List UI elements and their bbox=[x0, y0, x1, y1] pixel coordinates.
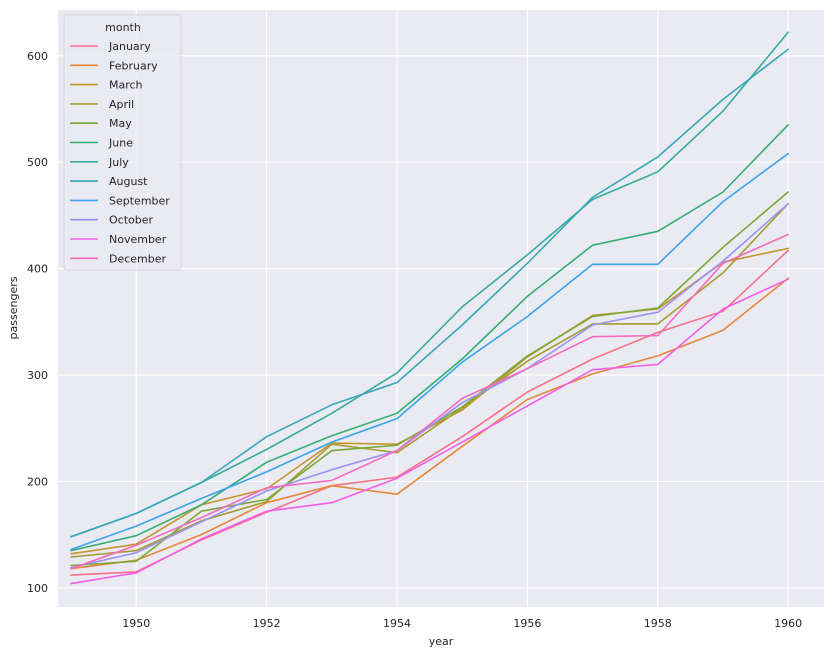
plot-background bbox=[58, 10, 824, 607]
legend-label-september: September bbox=[109, 194, 170, 207]
legend-label-april: April bbox=[109, 98, 134, 111]
y-tick-label: 500 bbox=[27, 156, 48, 169]
series-line-february bbox=[70, 277, 789, 570]
legend-label-june: June bbox=[108, 137, 133, 150]
legend-box bbox=[63, 14, 182, 271]
legend-label-november: November bbox=[109, 233, 167, 246]
legend-items: January February March April May June July Augu… bbox=[70, 40, 170, 265]
y-tick-label: 200 bbox=[27, 475, 48, 488]
series-line-november bbox=[70, 278, 789, 585]
legend-label-december: December bbox=[109, 252, 167, 265]
y-axis-label: passengers bbox=[7, 276, 20, 339]
legend-label-january: January bbox=[108, 40, 151, 53]
legend-label-july: July bbox=[108, 156, 129, 169]
series-line-june bbox=[70, 124, 789, 552]
legend-label-march: March bbox=[109, 79, 143, 92]
x-tick-labels: 1950 1952 1954 1956 1958 1960 bbox=[122, 617, 802, 630]
x-tick-label: 1952 bbox=[253, 617, 281, 630]
x-axis-label: year bbox=[429, 635, 454, 648]
legend-label-october: October bbox=[109, 214, 153, 227]
y-tick-label: 600 bbox=[27, 50, 48, 63]
legend: month January February March April May June Ju… bbox=[63, 14, 182, 271]
y-tick-labels: 100 200 300 400 500 600 bbox=[27, 50, 48, 595]
x-tick-label: 1956 bbox=[513, 617, 541, 630]
legend-label-august: August bbox=[109, 175, 148, 188]
legend-title: month bbox=[105, 21, 141, 34]
x-tick-label: 1954 bbox=[383, 617, 411, 630]
series-line-october bbox=[70, 202, 789, 569]
series-line-august bbox=[70, 48, 789, 538]
series-lines bbox=[70, 31, 789, 585]
y-tick-label: 300 bbox=[27, 369, 48, 382]
series-line-december bbox=[70, 233, 789, 570]
series-line-april bbox=[70, 202, 789, 558]
y-tick-label: 400 bbox=[27, 263, 48, 276]
legend-label-may: May bbox=[109, 117, 132, 130]
series-line-september bbox=[70, 152, 789, 551]
y-tick-label: 100 bbox=[27, 582, 48, 595]
x-tick-label: 1958 bbox=[644, 617, 672, 630]
x-tick-label: 1960 bbox=[774, 617, 802, 630]
grid-y bbox=[58, 55, 824, 589]
x-tick-label: 1950 bbox=[122, 617, 150, 630]
legend-label-february: February bbox=[109, 59, 158, 72]
